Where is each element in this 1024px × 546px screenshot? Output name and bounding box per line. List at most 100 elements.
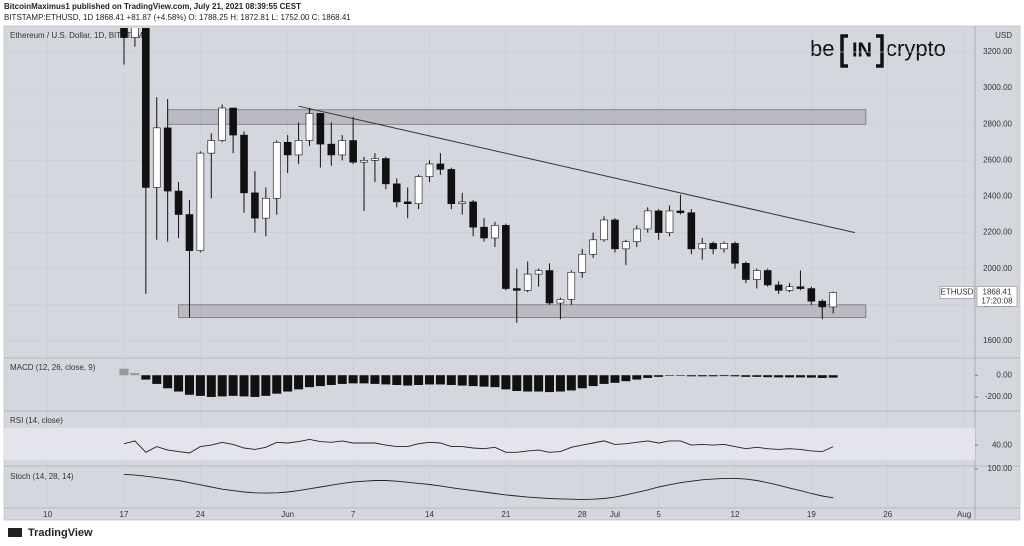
x-tick-label: Aug — [957, 510, 971, 519]
candle-body — [709, 243, 717, 250]
candle-body — [120, 28, 128, 38]
histogram-bar — [730, 375, 740, 377]
candle-body — [360, 160, 368, 163]
candle-body — [436, 163, 445, 170]
candle-body — [567, 272, 576, 300]
histogram-bar — [763, 375, 773, 378]
candle-body — [742, 262, 750, 280]
candle-body — [512, 288, 521, 291]
candle-body — [382, 158, 390, 185]
histogram-bar — [675, 375, 685, 376]
candle-body — [163, 127, 172, 192]
histogram-bar — [795, 375, 805, 378]
histogram-bar — [174, 375, 184, 392]
candle-body — [534, 270, 543, 275]
trendline — [298, 105, 856, 234]
candle-body — [447, 169, 456, 204]
histogram-bar — [381, 375, 391, 385]
candle-body — [469, 201, 477, 228]
candle-body — [251, 192, 259, 219]
histogram-bar — [512, 375, 522, 391]
candle-body — [392, 183, 401, 203]
candle-body — [491, 225, 499, 239]
y-tick-label: 0.00 — [996, 370, 1012, 379]
y-tick-label: 2600.00 — [983, 155, 1012, 164]
histogram-bar — [621, 375, 631, 382]
histogram-bar — [610, 375, 620, 383]
histogram-bar — [184, 375, 194, 395]
candle-body — [665, 210, 674, 233]
histogram-bar — [294, 375, 304, 390]
candle-body — [458, 201, 467, 204]
price-tag-symbol: ETHUSD — [941, 288, 974, 297]
histogram-bar — [752, 375, 762, 377]
price-tag-countdown: 17:20:08 — [981, 297, 1013, 306]
candle-body — [785, 286, 794, 291]
candle-body — [294, 140, 303, 156]
histogram-bar — [261, 375, 271, 396]
candle-body — [807, 288, 816, 302]
candle-body — [654, 210, 663, 233]
candle-body — [403, 201, 412, 204]
y-tick-label: 2200.00 — [983, 228, 1012, 237]
x-tick-label: 19 — [807, 510, 816, 519]
candle-body — [480, 226, 488, 239]
histogram-bar — [566, 375, 576, 391]
histogram-bar — [697, 375, 707, 377]
histogram-bar — [250, 375, 260, 397]
y-tick-label: 2800.00 — [983, 119, 1012, 128]
candle-body — [425, 163, 434, 177]
y-tick-label: -200.00 — [985, 392, 1013, 401]
histogram-bar — [719, 375, 729, 377]
candle-body — [545, 270, 554, 304]
pane-title: MACD (12, 26, close, 9) — [10, 363, 96, 372]
x-tick-label: 17 — [120, 510, 129, 519]
candle-body — [305, 113, 314, 141]
candle-body — [131, 28, 139, 38]
x-tick-label: 10 — [43, 510, 52, 519]
candle-body — [207, 140, 216, 154]
author-line: BitcoinMaximus1 published on TradingView… — [4, 2, 301, 11]
candle-body — [272, 142, 281, 199]
zone — [178, 304, 867, 318]
candle-body — [185, 214, 194, 251]
histogram-bar — [555, 375, 565, 392]
candle-body — [523, 273, 532, 291]
histogram-bar — [632, 375, 642, 380]
logo-left: be — [810, 36, 834, 61]
histogram-bar — [424, 375, 434, 385]
histogram-bar — [348, 375, 358, 384]
pane-title: Ethereum / U.S. Dollar, 1D, BITSTAMP — [10, 31, 148, 40]
y-tick-label: 100.00 — [988, 464, 1013, 473]
candle-body — [774, 284, 783, 291]
histogram-bar — [708, 375, 718, 377]
logo: be IN crypto — [810, 34, 946, 68]
histogram-bar — [370, 375, 380, 384]
y-tick-label: 40.00 — [992, 440, 1013, 449]
zone — [167, 109, 867, 125]
candle-body — [643, 210, 652, 230]
candle-body — [796, 286, 805, 289]
histogram-bar — [239, 375, 249, 397]
axis-unit: USD — [995, 31, 1012, 40]
brand-icon — [8, 528, 22, 537]
histogram-bar — [468, 375, 478, 387]
x-tick-label: Jun — [281, 510, 294, 519]
histogram-bar — [654, 375, 664, 377]
pane-title: RSI (14, close) — [10, 416, 63, 425]
candle-body — [414, 176, 423, 204]
histogram-bar — [479, 375, 489, 387]
pane-title: Stoch (14, 28, 14) — [10, 472, 74, 481]
candle-body — [818, 300, 827, 308]
x-tick-label: 21 — [501, 510, 510, 519]
symbol-line: BITSTAMP:ETHUSD, 1D 1868.41 +81.87 (+4.5… — [4, 13, 351, 22]
histogram-bar — [501, 375, 511, 390]
histogram-bar — [130, 373, 140, 376]
histogram-bar — [741, 375, 751, 377]
histogram-bar — [304, 375, 314, 388]
logo-middle: IN — [852, 39, 872, 61]
histogram-bar — [359, 375, 369, 384]
price-tag-box — [976, 286, 1018, 307]
x-tick-label: 5 — [656, 510, 661, 519]
